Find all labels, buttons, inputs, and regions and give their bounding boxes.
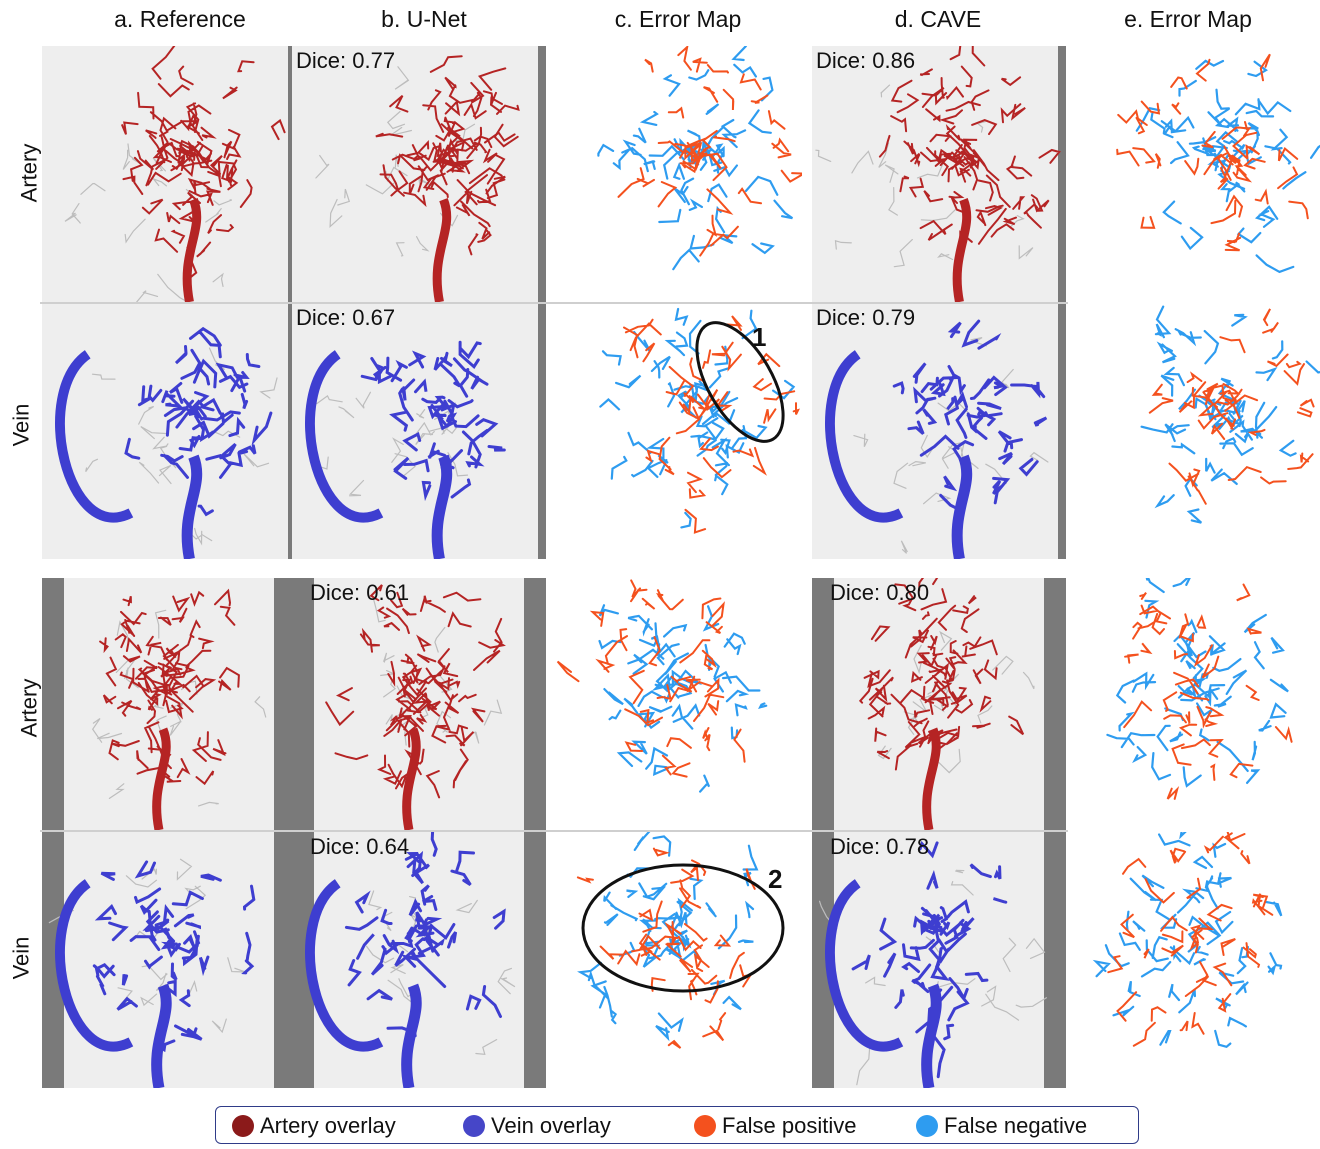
vein-overlay-image: Dice: 0.78 [812,832,1066,1088]
error-map-image [1068,578,1320,830]
artery-overlay-image: Dice: 0.86 [812,46,1066,302]
unet-dice-score: Dice: 0.64 [310,834,410,859]
legend-label: False negative [944,1113,1088,1138]
row-label-vein-2: Vein [8,936,34,980]
vein-overlay-image: Dice: 0.64 [292,832,546,1088]
legend: Artery overlay Vein overlay False positi… [215,1106,1139,1144]
row-label-artery-1: Artery [16,143,42,203]
cave-dice-score: Dice: 0.79 [816,305,916,330]
vein-overlay-image: Dice: 0.67 [292,303,546,559]
artery-overlay-image: Dice: 0.61 [292,578,546,830]
error-map-image [1068,303,1320,559]
annotation-marker-1: 1 [752,322,767,352]
legend-label: False positive [722,1113,857,1138]
legend-label: Vein overlay [491,1113,611,1138]
unet-dice-score: Dice: 0.61 [310,580,410,605]
error-map-image [548,303,802,559]
annotation-ellipse-2 [581,863,785,993]
vein-overlay-image [42,832,296,1088]
column-header-cave: d. CAVE [894,6,982,32]
error-map-image [548,578,802,830]
error-map-image [548,832,802,1088]
row-label-artery-2: Artery [16,678,42,738]
cave-dice-score: Dice: 0.80 [830,580,930,605]
unet-dice-score: Dice: 0.67 [296,305,396,330]
vein-overlay-swatch [463,1115,485,1137]
vein-overlay-image: Dice: 0.79 [812,303,1066,559]
row-divider [40,830,1068,832]
error-map-image [1068,46,1320,302]
error-map-image [1068,832,1320,1088]
artery-overlay-image: Dice: 0.80 [812,578,1066,830]
row-label-vein-1: Vein [8,403,34,447]
unet-dice-score: Dice: 0.77 [296,48,396,73]
false-negative-swatch [916,1115,938,1137]
column-header-reference: a. Reference [114,6,246,32]
legend-item-artery: Artery overlay [232,1113,396,1139]
annotation-marker-2: 2 [768,864,783,894]
artery-overlay-image [42,578,296,830]
vein-overlay-image [42,303,296,559]
false-positive-swatch [694,1115,716,1137]
row-divider [40,302,1068,304]
artery-overlay-image [42,46,296,302]
legend-item-vein: Vein overlay [463,1113,611,1139]
column-header-unet: b. U-Net [381,6,467,32]
legend-item-false-negative: False negative [916,1113,1087,1139]
column-header-error-map-unet: c. Error Map [614,6,742,32]
legend-item-false-positive: False positive [694,1113,857,1139]
error-map-image [548,46,802,302]
cave-dice-score: Dice: 0.86 [816,48,916,73]
column-header-error-map-cave: e. Error Map [1124,6,1252,32]
artery-overlay-image: Dice: 0.77 [292,46,546,302]
artery-overlay-swatch [232,1115,254,1137]
cave-dice-score: Dice: 0.78 [830,834,930,859]
annotation-ellipse-1 [695,321,785,443]
legend-label: Artery overlay [260,1113,396,1138]
